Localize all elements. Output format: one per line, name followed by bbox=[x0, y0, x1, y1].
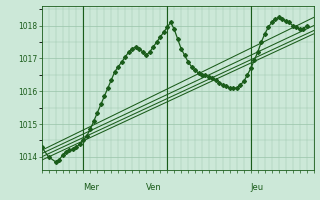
Text: Ven: Ven bbox=[146, 183, 162, 192]
Text: Jeu: Jeu bbox=[251, 183, 264, 192]
Text: Mer: Mer bbox=[84, 183, 100, 192]
